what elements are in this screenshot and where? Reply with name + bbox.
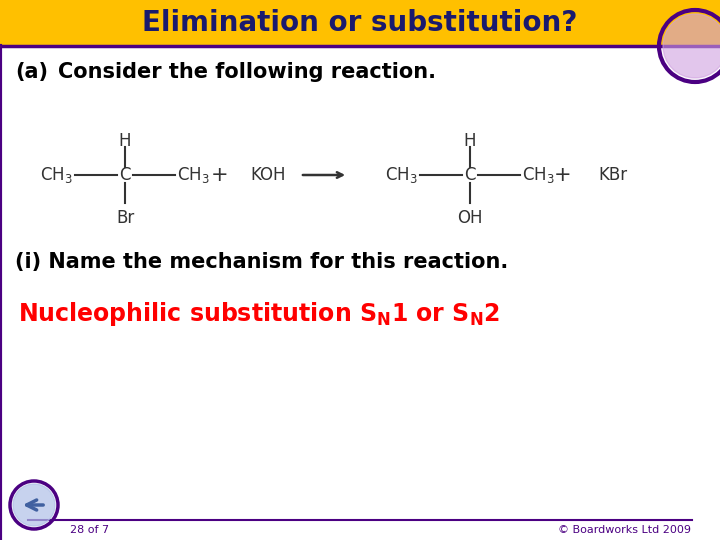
Text: +: + (211, 165, 229, 185)
Text: $\mathrm{CH_3}$: $\mathrm{CH_3}$ (40, 165, 73, 185)
Text: $\mathrm{CH_3}$: $\mathrm{CH_3}$ (522, 165, 555, 185)
Text: C: C (464, 166, 476, 184)
Text: © Boardworks Ltd 2009: © Boardworks Ltd 2009 (559, 525, 691, 535)
Text: Consider the following reaction.: Consider the following reaction. (58, 62, 436, 82)
Text: KOH: KOH (251, 166, 286, 184)
Text: (i) Name the mechanism for this reaction.: (i) Name the mechanism for this reaction… (15, 252, 508, 272)
Circle shape (13, 484, 55, 526)
Text: OH: OH (457, 209, 482, 227)
Text: C: C (120, 166, 131, 184)
Text: Elimination or substitution?: Elimination or substitution? (143, 9, 577, 37)
Text: $\mathrm{CH_3}$: $\mathrm{CH_3}$ (177, 165, 210, 185)
Text: KBr: KBr (598, 166, 628, 184)
Circle shape (663, 14, 720, 78)
Text: H: H (119, 132, 131, 150)
Text: Br: Br (116, 209, 134, 227)
Text: $\mathrm{CH_3}$: $\mathrm{CH_3}$ (385, 165, 418, 185)
Text: (a): (a) (15, 62, 48, 82)
Text: H: H (464, 132, 476, 150)
Text: Nucleophilic substitution $\mathregular{S_N}$1 or $\mathregular{S_N}$2: Nucleophilic substitution $\mathregular{… (18, 300, 500, 328)
Bar (0, 0, 720, 46)
Text: +: + (554, 165, 572, 185)
Text: 28 of 7: 28 of 7 (71, 525, 109, 535)
